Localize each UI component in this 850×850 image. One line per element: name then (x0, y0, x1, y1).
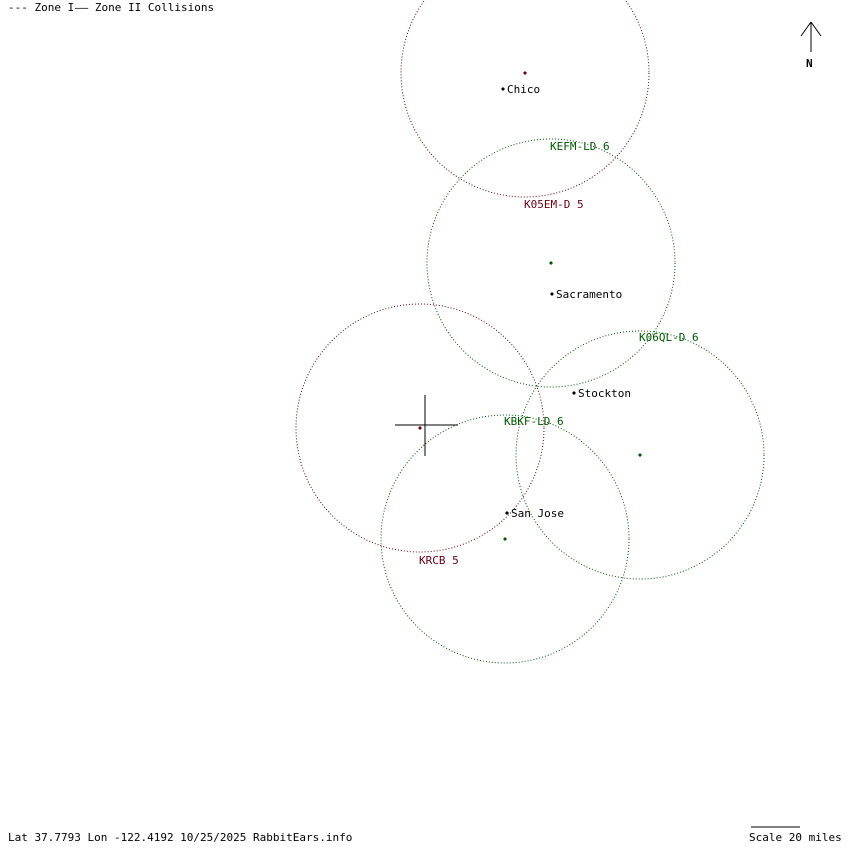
legend-zone2: —— Zone II Collisions (75, 1, 214, 14)
coverage-circle (515, 330, 765, 580)
city-label: Chico (507, 83, 540, 96)
scale-label: Scale 20 miles (749, 831, 842, 844)
city-label: Sacramento (556, 288, 622, 301)
city-label: Stockton (578, 387, 631, 400)
legend-zone1: --- Zone I (8, 1, 74, 14)
transmitter-marker (503, 537, 507, 541)
transmitter-marker (549, 261, 553, 265)
north-label: N (806, 57, 813, 70)
transmitter-marker (638, 453, 642, 457)
station-label[interactable]: KEFM-LD 6 (550, 140, 610, 153)
north-arrow-icon (800, 21, 822, 52)
transmitter-marker (418, 426, 422, 430)
transmitter-marker (523, 71, 527, 75)
status-line: Lat 37.7793 Lon -122.4192 10/25/2025 Rab… (8, 831, 352, 844)
station-label[interactable]: K05EM-D 5 (524, 198, 584, 211)
coverage-circle (295, 303, 545, 553)
coverage-circle (400, 0, 650, 198)
city-marker (572, 391, 576, 395)
city-marker (550, 292, 554, 296)
station-label[interactable]: KBKF-LD 6 (504, 415, 564, 428)
station-label[interactable]: K06QL-D 6 (639, 331, 699, 344)
coverage-circle (380, 414, 630, 664)
city-marker (501, 87, 505, 91)
station-label[interactable]: KRCB 5 (419, 554, 459, 567)
city-marker (505, 511, 509, 515)
crosshair-icon (395, 395, 458, 456)
coverage-circle (426, 138, 676, 388)
city-label: San Jose (511, 507, 564, 520)
